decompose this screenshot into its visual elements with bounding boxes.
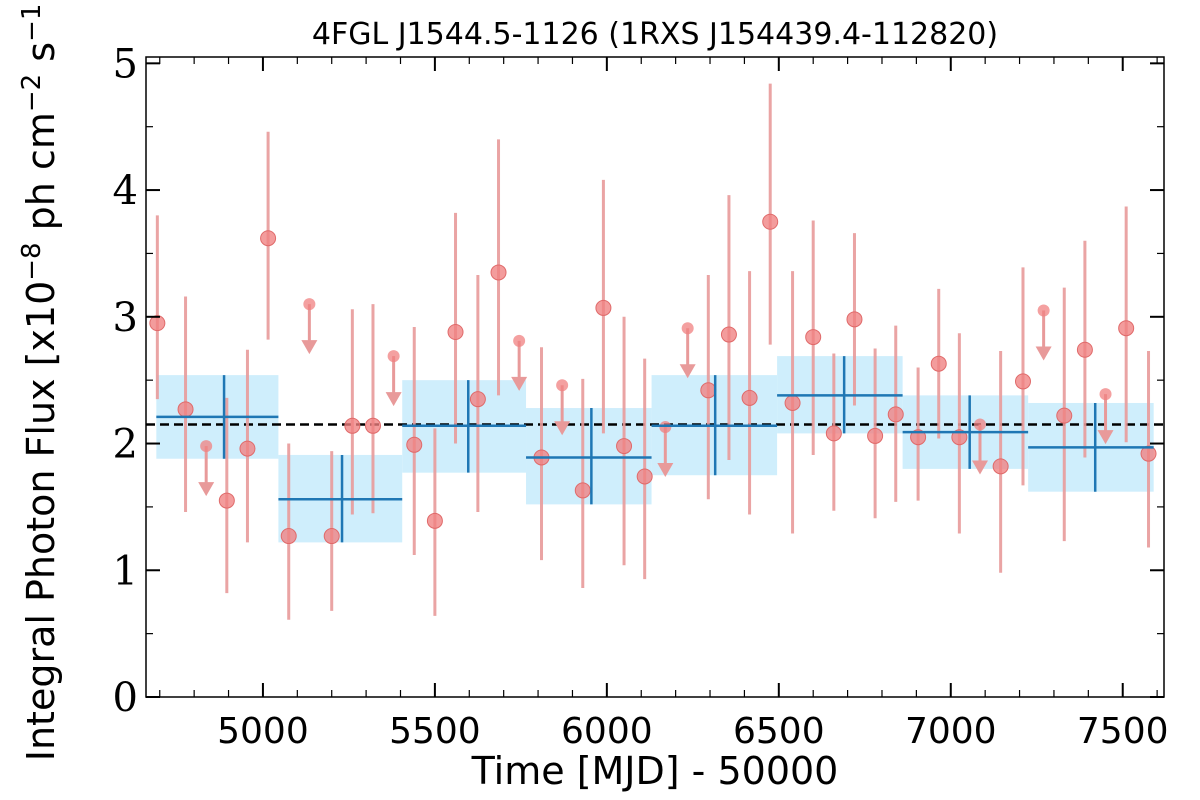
y-tick-labels: 0 1 2 3 4 5 — [113, 41, 138, 721]
y-axis-label-exponent: −1 — [17, 4, 47, 42]
upper-limit-cap-43 — [1037, 304, 1050, 317]
long-bin-bands — [156, 356, 1154, 543]
x-tick-labels: 5000 5500 6000 6500 7000 7500 — [217, 711, 1168, 752]
upper-limit-cap-25 — [659, 421, 672, 434]
upper-limit-cap-40 — [974, 418, 987, 431]
data-point-29 — [741, 389, 758, 406]
data-point-17 — [490, 264, 507, 281]
upper-limit-arrow-46 — [1097, 430, 1114, 445]
y-tick-label-0: 0 — [113, 675, 138, 721]
data-point-44 — [1056, 407, 1073, 424]
upper-limit-arrow-20 — [554, 421, 571, 436]
data-point-21 — [574, 482, 591, 499]
y-tick-label-3: 3 — [113, 295, 138, 341]
data-point-9 — [323, 528, 340, 545]
chart-title: 4FGL J1544.5-1126 (1RXS J154439.4-112820… — [312, 17, 998, 52]
data-point-4 — [218, 492, 235, 509]
y-axis-label-part: Integral Photon Flux [x10 — [19, 281, 63, 762]
plot-frame — [145, 56, 1165, 698]
data-point-14 — [426, 512, 443, 529]
data-point-2 — [177, 401, 194, 418]
upper-limit-cap-3 — [200, 440, 213, 453]
data-point-45 — [1076, 341, 1093, 358]
y-axis-label-exponent: −8 — [17, 242, 47, 280]
x-tick-label-5000: 5000 — [217, 711, 309, 752]
upper-limit-arrow-43 — [1035, 346, 1052, 361]
upper-limit-cap-20 — [556, 379, 569, 392]
y-axis-label: Integral Photon Flux [x10−8 ph cm−2 s−1] — [17, 0, 63, 761]
data-point-34 — [846, 311, 863, 328]
axis-ticks — [146, 57, 1164, 698]
data-point-33 — [825, 425, 842, 442]
data-point-41 — [992, 458, 1009, 475]
x-tick-label-5500: 5500 — [389, 711, 481, 752]
upper-limit-cap-8 — [303, 298, 316, 311]
upper-limit-cap-18 — [513, 334, 526, 347]
data-point-5 — [239, 440, 256, 457]
upper-limit-arrow-40 — [972, 460, 989, 475]
y-axis-label-part: ph cm — [19, 112, 63, 242]
data-point-31 — [784, 394, 801, 411]
data-point-47 — [1118, 320, 1135, 337]
data-point-11 — [364, 417, 381, 434]
y-axis-label-part: ] — [19, 0, 63, 4]
data-point-39 — [951, 429, 968, 446]
upper-limit-arrow-3 — [198, 482, 215, 497]
data-point-28 — [720, 326, 737, 343]
x-tick-label-7000: 7000 — [905, 711, 997, 752]
y-tick-label-2: 2 — [113, 422, 138, 468]
upper-limit-arrow-18 — [511, 376, 528, 391]
data-point-1 — [149, 315, 166, 332]
x-tick-label-7500: 7500 — [1077, 711, 1169, 752]
x-axis-label: Time [MJD] - 50000 — [471, 749, 839, 793]
y-axis-label-part: s — [19, 42, 63, 74]
long-bin-markers — [156, 356, 1154, 543]
data-point-15 — [447, 324, 464, 341]
data-point-37 — [910, 429, 927, 446]
upper-limit-cap-46 — [1099, 388, 1112, 401]
data-point-10 — [344, 417, 361, 434]
data-point-6 — [260, 230, 277, 247]
data-point-7 — [280, 528, 297, 545]
data-point-42 — [1014, 373, 1031, 390]
data-point-36 — [887, 406, 904, 423]
upper-limit-cap-26 — [681, 322, 694, 335]
short-bin-points — [149, 213, 1157, 545]
data-point-23 — [616, 438, 633, 455]
y-axis-label-exponent: −2 — [17, 74, 47, 112]
y-tick-label-1: 1 — [113, 548, 138, 594]
data-point-27 — [700, 382, 717, 399]
data-point-30 — [762, 213, 779, 230]
x-tick-label-6500: 6500 — [733, 711, 825, 752]
x-tick-label-6000: 6000 — [561, 711, 653, 752]
upper-limit-cap-12 — [387, 350, 400, 363]
data-point-32 — [805, 329, 822, 346]
data-point-35 — [867, 427, 884, 444]
upper-limit-arrow-26 — [679, 364, 696, 379]
data-point-38 — [930, 355, 947, 372]
data-point-13 — [406, 436, 423, 453]
upper-limit-arrow-12 — [385, 392, 402, 407]
data-point-24 — [636, 468, 653, 485]
upper-limit-arrow-25 — [657, 463, 674, 478]
upper-limit-arrow-8 — [301, 340, 318, 355]
data-point-22 — [595, 299, 612, 316]
data-point-16 — [469, 391, 486, 408]
y-tick-label-5: 5 — [113, 41, 138, 87]
y-tick-label-4: 4 — [113, 168, 138, 214]
